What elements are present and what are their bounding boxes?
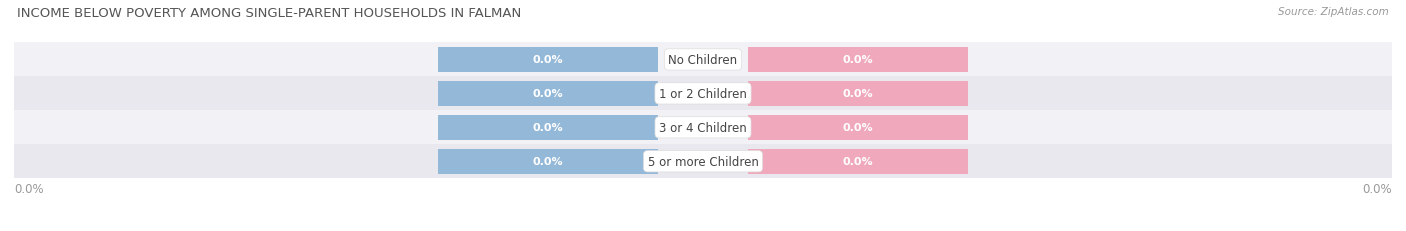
Bar <box>437 82 658 106</box>
Bar <box>437 149 658 174</box>
Text: 0.0%: 0.0% <box>842 89 873 99</box>
Bar <box>14 145 1392 179</box>
Bar <box>14 43 1392 77</box>
Text: 0.0%: 0.0% <box>533 157 564 167</box>
Text: 0.0%: 0.0% <box>533 55 564 65</box>
Bar <box>748 48 969 72</box>
Text: INCOME BELOW POVERTY AMONG SINGLE-PARENT HOUSEHOLDS IN FALMAN: INCOME BELOW POVERTY AMONG SINGLE-PARENT… <box>17 7 522 20</box>
Text: 0.0%: 0.0% <box>842 157 873 167</box>
Text: No Children: No Children <box>668 54 738 67</box>
Bar <box>437 116 658 140</box>
Text: 0.0%: 0.0% <box>1362 182 1392 195</box>
Bar <box>437 48 658 72</box>
Bar <box>748 149 969 174</box>
Bar <box>14 77 1392 111</box>
Bar <box>14 111 1392 145</box>
Bar <box>748 116 969 140</box>
Text: Source: ZipAtlas.com: Source: ZipAtlas.com <box>1278 7 1389 17</box>
Text: 0.0%: 0.0% <box>14 182 44 195</box>
Text: 1 or 2 Children: 1 or 2 Children <box>659 88 747 100</box>
Bar <box>748 82 969 106</box>
Text: 5 or more Children: 5 or more Children <box>648 155 758 168</box>
Text: 0.0%: 0.0% <box>533 123 564 133</box>
Text: 3 or 4 Children: 3 or 4 Children <box>659 121 747 134</box>
Text: 0.0%: 0.0% <box>842 123 873 133</box>
Text: 0.0%: 0.0% <box>533 89 564 99</box>
Text: 0.0%: 0.0% <box>842 55 873 65</box>
